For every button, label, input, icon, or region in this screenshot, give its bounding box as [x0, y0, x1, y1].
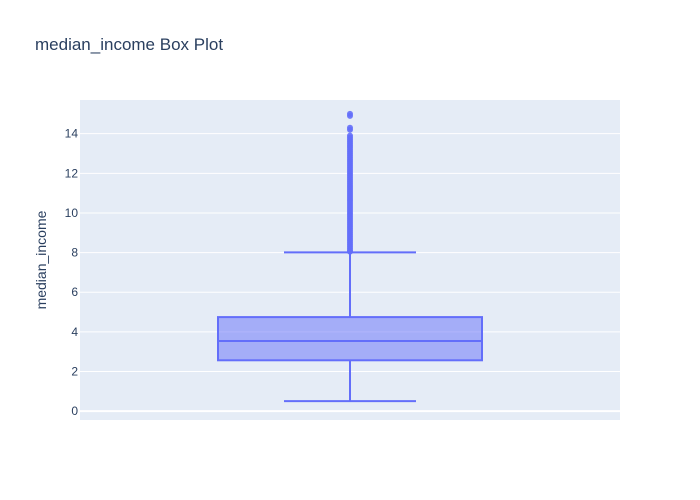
- interquartile-box[interactable]: [217, 316, 483, 362]
- y-tick-label-12: 12: [65, 166, 79, 180]
- outlier-point[interactable]: [347, 110, 353, 117]
- outlier-points[interactable]: [347, 110, 353, 255]
- outlier-point[interactable]: [347, 124, 353, 131]
- y-axis-title: median_income: [33, 210, 49, 309]
- y-tick-label-6: 6: [71, 285, 78, 299]
- y-tick-label-2: 2: [71, 364, 78, 378]
- y-tick-label-14: 14: [65, 127, 79, 141]
- y-axis-ticks: 0 2 4 6 8 10 12 14: [65, 127, 79, 418]
- box-trace[interactable]: [217, 251, 483, 403]
- outlier-point[interactable]: [347, 132, 353, 139]
- chart-title: median_income Box Plot: [35, 35, 223, 54]
- y-tick-label-4: 4: [71, 325, 78, 339]
- y-tick-label-0: 0: [71, 404, 78, 418]
- y-tick-label-8: 8: [71, 246, 78, 260]
- y-tick-label-10: 10: [65, 206, 79, 220]
